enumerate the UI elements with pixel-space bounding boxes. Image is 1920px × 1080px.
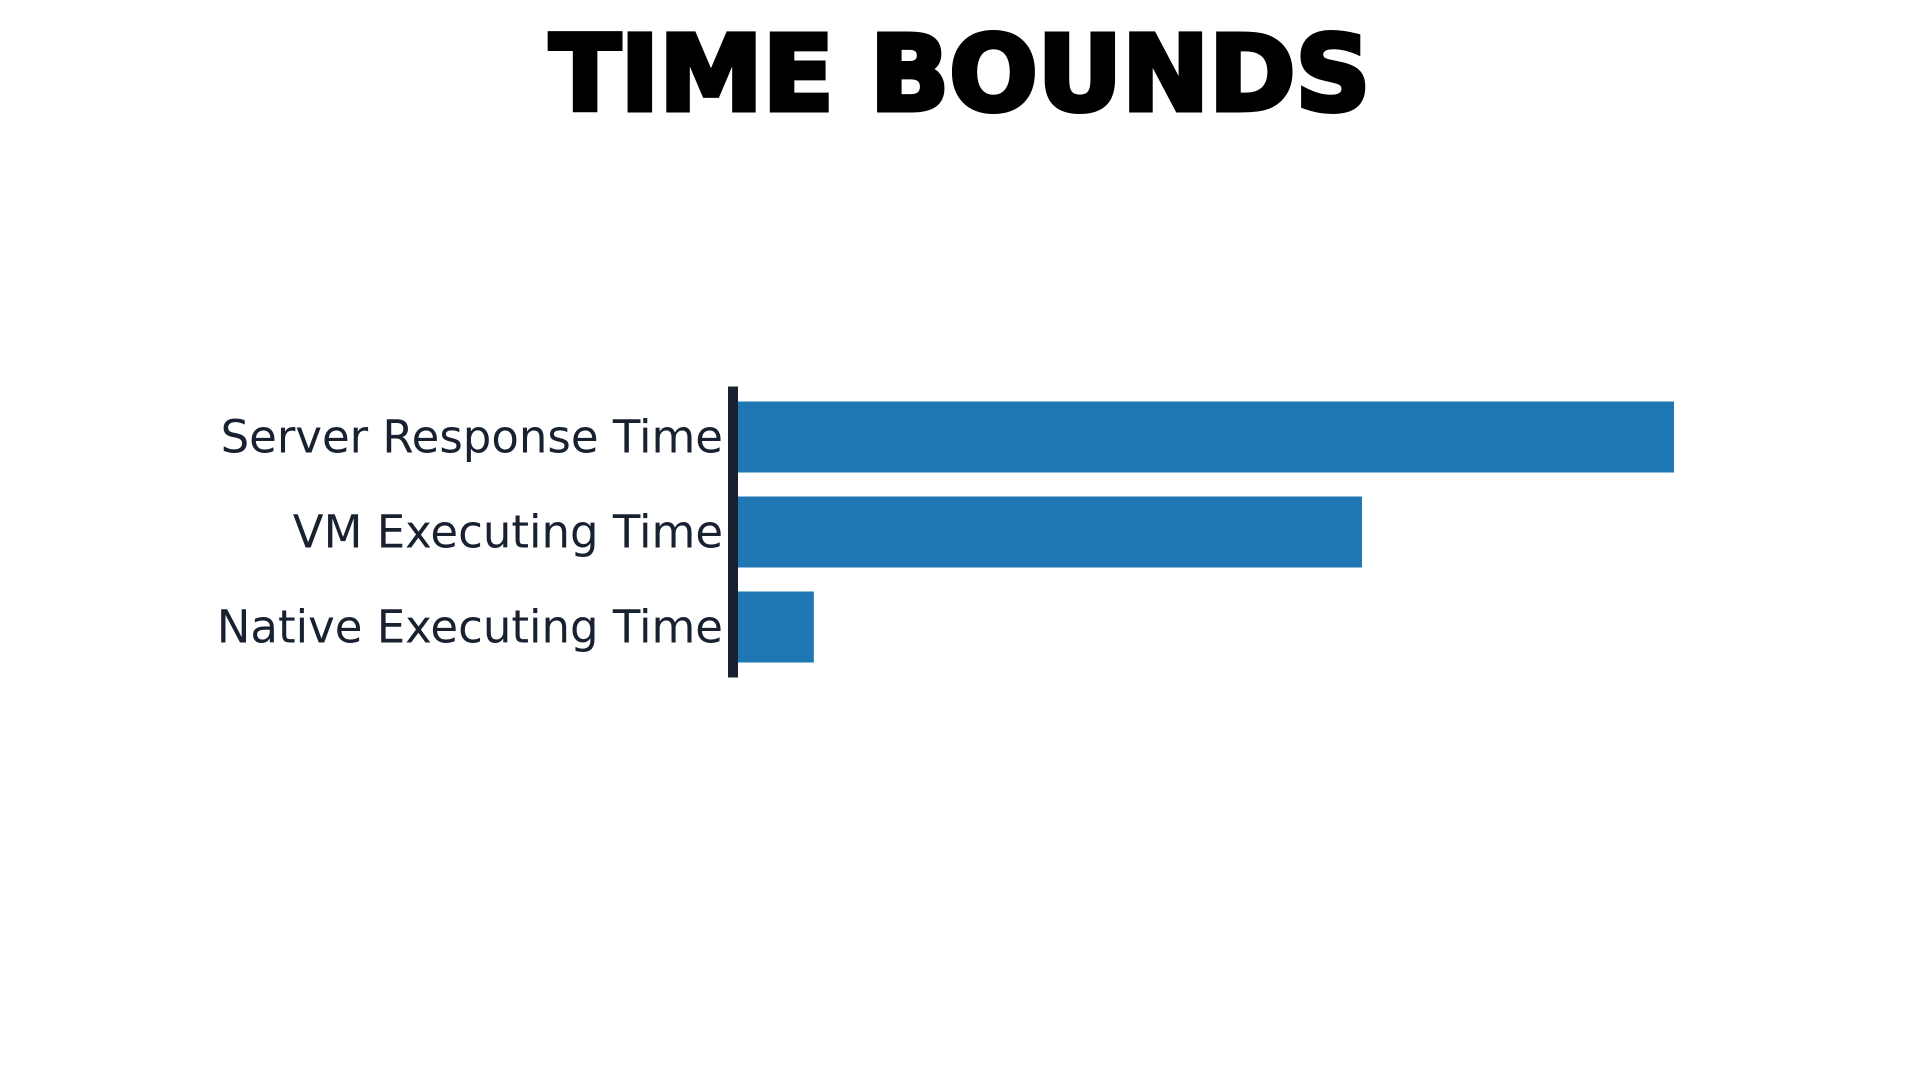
category-label-1: VM Executing Time: [293, 506, 723, 559]
bar-1: [737, 496, 1362, 568]
bar-2: [737, 591, 814, 663]
category-label-0: Server Response Time: [221, 411, 723, 464]
slide-title: TIME BOUNDS: [547, 13, 1373, 135]
bars-layer: [737, 401, 1674, 663]
bar-0: [737, 401, 1674, 473]
category-labels: Server Response Time VM Executing Time Nat…: [217, 411, 723, 654]
category-label-2: Native Executing Time: [217, 601, 723, 654]
